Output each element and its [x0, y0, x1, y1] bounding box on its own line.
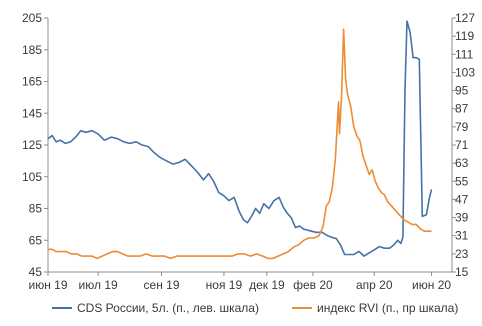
right-tick-label: 15 [455, 265, 469, 279]
x-tick-label: ноя 19 [206, 278, 243, 292]
left-tick-label: 205 [22, 11, 42, 25]
left-tick-label: 85 [29, 202, 43, 216]
legend: CDS России, 5л. (п., лев. шкала) индекс R… [52, 301, 458, 315]
right-tick-label: 95 [455, 84, 469, 98]
right-tick-label: 23 [455, 247, 469, 261]
left-axis-ticks: 45 65 85 105 125 145 165 185 205 [22, 11, 48, 279]
x-tick-label: июн 19 [28, 278, 67, 292]
left-tick-label: 65 [29, 233, 43, 247]
right-tick-label: 127 [455, 11, 475, 25]
x-tick-label: фев 20 [293, 278, 333, 292]
right-tick-label: 47 [455, 192, 469, 206]
right-tick-label: 31 [455, 229, 469, 243]
axes [47, 18, 453, 273]
left-tick-label: 165 [22, 75, 42, 89]
left-tick-label: 45 [29, 265, 43, 279]
x-tick-label: сен 19 [144, 278, 180, 292]
right-axis-ticks: 15 23 31 39 47 55 63 71 79 87 95 103 111 119 127 [452, 11, 475, 279]
x-tick-label: апр 20 [356, 278, 393, 292]
left-tick-label: 185 [22, 43, 42, 57]
x-tick-label: июн 20 [412, 278, 451, 292]
cds-series-line [47, 20, 433, 257]
right-tick-label: 87 [455, 102, 469, 116]
right-tick-label: 111 [455, 47, 474, 61]
rvi-series-line [48, 28, 432, 260]
right-tick-label: 55 [455, 174, 469, 188]
x-axis-ticks: июн 19 июл 19 сен 19 ноя 19 дек 19 фев 20 апр … [28, 272, 451, 292]
left-tick-label: 145 [22, 106, 42, 120]
x-tick-label: июл 19 [79, 278, 118, 292]
left-tick-label: 105 [22, 170, 42, 184]
right-tick-label: 119 [455, 29, 474, 43]
legend-cds-label: CDS России, 5л. (п., лев. шкала) [77, 301, 259, 315]
right-tick-label: 79 [455, 120, 469, 134]
right-tick-label: 39 [455, 211, 469, 225]
left-tick-label: 125 [22, 138, 42, 152]
x-tick-label: дек 19 [249, 278, 285, 292]
right-tick-label: 71 [455, 138, 469, 152]
legend-rvi-label: индекс RVI (п., пр шкала) [317, 301, 458, 315]
right-tick-label: 63 [455, 156, 469, 170]
series-layer [47, 20, 433, 260]
right-tick-label: 103 [455, 65, 475, 79]
